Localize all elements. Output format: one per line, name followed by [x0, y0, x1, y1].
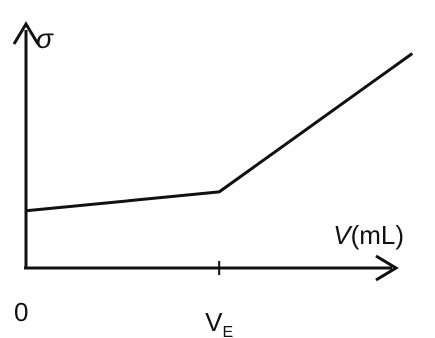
y-axis-arrowhead	[12, 21, 40, 45]
x-axis-label: V(mL)	[333, 220, 404, 250]
x-tick-label-main: V	[205, 307, 223, 337]
x-tick-label-subscript: E	[223, 324, 234, 338]
origin-label: 0	[14, 297, 28, 327]
y-axis-label: σ	[36, 23, 54, 54]
x-axis-label-variable: V	[333, 220, 353, 250]
x-tick-label-equivalence: VE	[205, 307, 233, 338]
x-axis-label-unit: (mL)	[351, 220, 404, 250]
x-axis-arrowhead	[375, 254, 399, 282]
conductivity-series-line	[25, 52, 414, 213]
